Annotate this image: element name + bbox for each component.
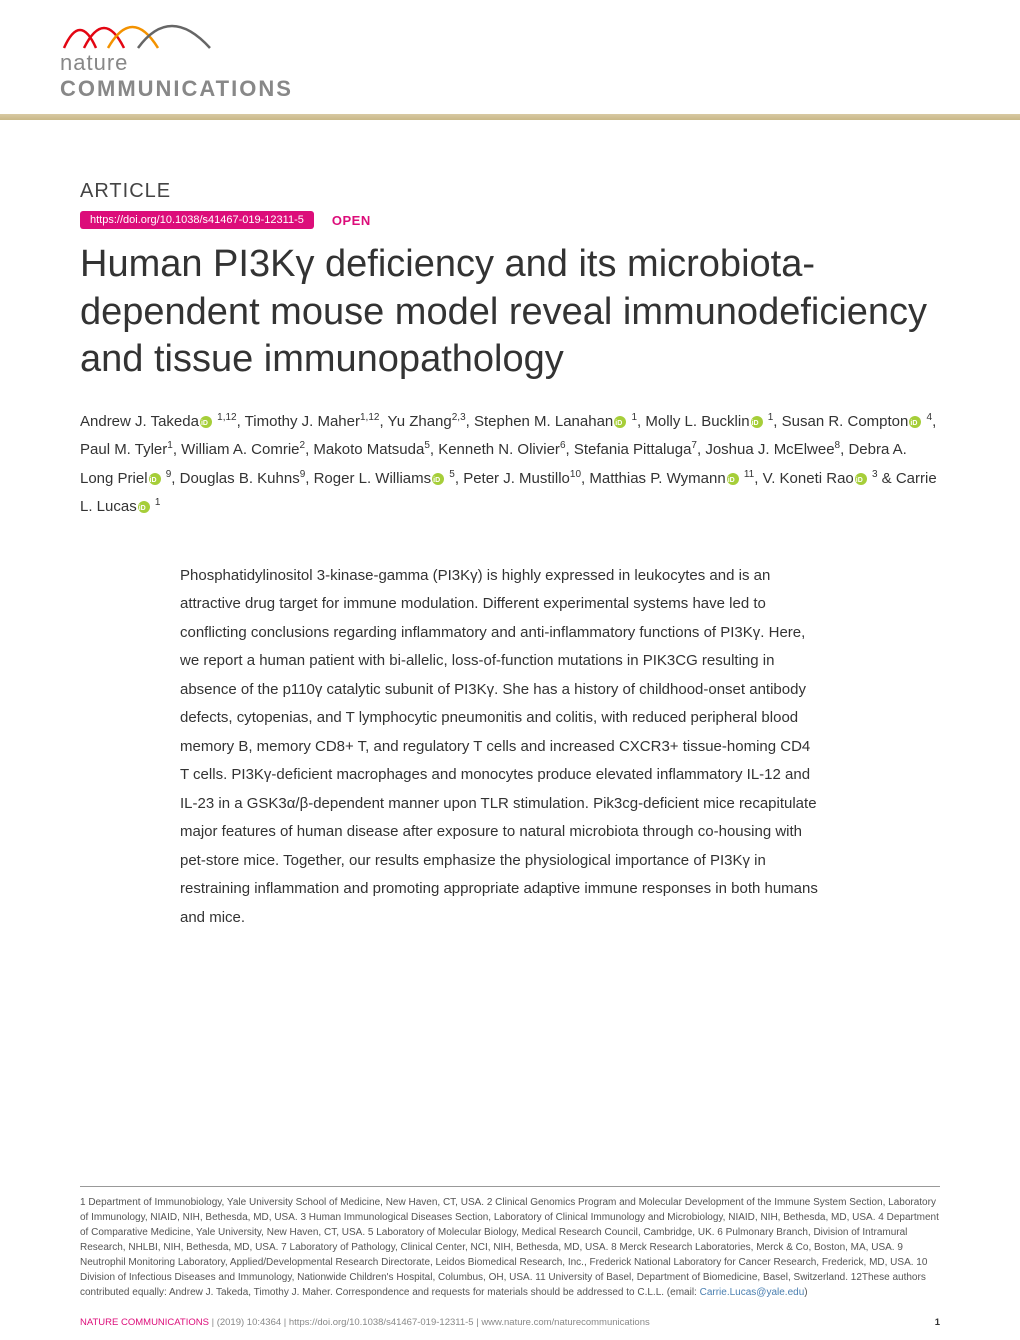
orcid-icon — [200, 416, 212, 428]
orcid-icon — [614, 416, 626, 428]
orcid-icon — [138, 501, 150, 513]
affiliations-text: 1 Department of Immunobiology, Yale Univ… — [80, 1197, 939, 1298]
orcid-icon — [727, 473, 739, 485]
article-type-label: ARTICLE — [80, 180, 940, 203]
doi-row: https://doi.org/10.1038/s41467-019-12311… — [80, 211, 940, 229]
journal-name-line2: COMMUNICATIONS — [60, 76, 293, 101]
wave-icon — [60, 8, 220, 52]
orcid-icon — [432, 473, 444, 485]
article-content: ARTICLE https://doi.org/10.1038/s41467-0… — [0, 120, 1020, 932]
orcid-icon — [909, 416, 921, 428]
affiliations-tail: ) — [804, 1287, 807, 1298]
journal-header: nature COMMUNICATIONS — [0, 0, 1020, 120]
article-title: Human PI3Kγ deficiency and its microbiot… — [80, 241, 940, 384]
correspondence-email[interactable]: Carrie.Lucas@yale.edu — [700, 1287, 805, 1298]
footer-citation: NATURE COMMUNICATIONS | (2019) 10:4364 |… — [80, 1317, 650, 1328]
orcid-icon — [855, 473, 867, 485]
affiliations-block: 1 Department of Immunobiology, Yale Univ… — [80, 1186, 940, 1300]
journal-name-line1: nature — [60, 50, 128, 75]
banner-stripe — [0, 114, 1020, 120]
page-footer: NATURE COMMUNICATIONS | (2019) 10:4364 |… — [80, 1317, 940, 1328]
open-access-label: OPEN — [332, 213, 371, 228]
author-list: Andrew J. Takeda 1,12, Timothy J. Maher1… — [80, 408, 940, 522]
orcid-icon — [149, 473, 161, 485]
footer-citation-text: | (2019) 10:4364 | https://doi.org/10.10… — [209, 1317, 650, 1328]
orcid-icon — [751, 416, 763, 428]
page-number: 1 — [935, 1317, 940, 1328]
doi-link[interactable]: https://doi.org/10.1038/s41467-019-12311… — [80, 211, 314, 229]
footer-journal: NATURE COMMUNICATIONS — [80, 1317, 209, 1328]
journal-name: nature COMMUNICATIONS — [60, 50, 293, 102]
journal-logo: nature COMMUNICATIONS — [60, 8, 293, 102]
abstract-text: Phosphatidylinositol 3-kinase-gamma (PI3… — [180, 562, 820, 933]
